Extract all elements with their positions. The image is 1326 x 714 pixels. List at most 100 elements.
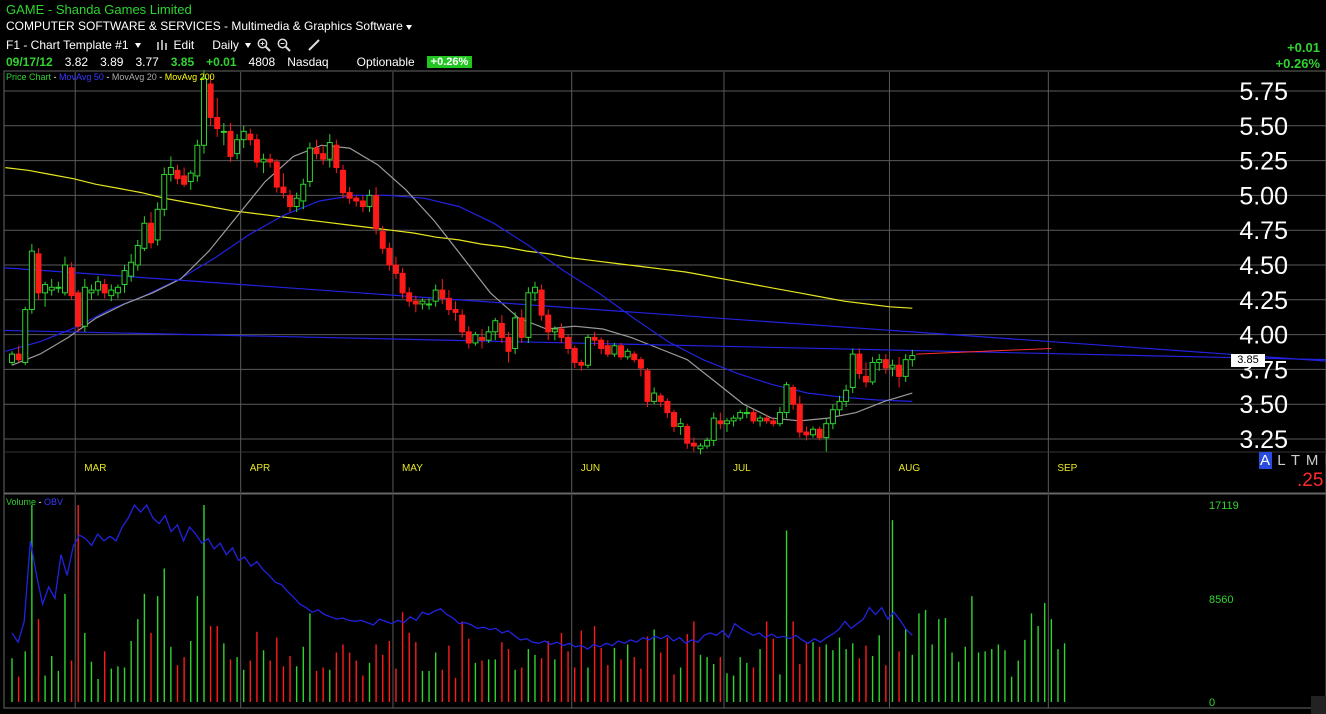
- candle-body: [518, 317, 525, 338]
- legend-item[interactable]: MovAvg 50: [59, 72, 104, 82]
- ma50-line: [5, 194, 913, 402]
- legend-item[interactable]: MovAvg 20: [111, 72, 157, 82]
- candle-body: [22, 309, 29, 363]
- quote-open: 3.82: [64, 55, 89, 69]
- candle-body: [512, 317, 519, 350]
- candle-body: [770, 420, 777, 425]
- candle-body: [373, 194, 380, 230]
- candle-body: [836, 400, 843, 411]
- candle-body: [260, 158, 267, 163]
- candle-body: [472, 334, 479, 344]
- volume-tick-label: 0: [1209, 697, 1215, 709]
- candle-body: [757, 417, 764, 422]
- candle-body: [538, 289, 545, 316]
- letter-a[interactable]: A: [1259, 452, 1273, 469]
- timeframe-letters[interactable]: A L T M L: [1259, 452, 1326, 469]
- candle-body: [677, 423, 684, 427]
- candle-body: [412, 300, 419, 305]
- month-label: MAR: [84, 463, 106, 474]
- candle-body: [61, 264, 68, 294]
- month-label: AUG: [898, 463, 920, 474]
- candle-body: [578, 361, 585, 366]
- quote-bar: 09/17/12 3.82 3.89 3.77 3.85 +0.01 4808 …: [6, 54, 484, 70]
- ma20-line: [11, 144, 913, 422]
- candle-body: [48, 286, 55, 291]
- scrollbar-corner[interactable]: [1311, 696, 1326, 714]
- candle-body: [187, 172, 194, 182]
- candle-body: [346, 192, 353, 199]
- trendline-upper: [3, 267, 1326, 362]
- candle-body: [492, 320, 499, 333]
- right-change-pct: +0.26%: [1275, 56, 1320, 71]
- candle-body: [909, 354, 916, 361]
- candle-body: [247, 133, 254, 141]
- letters-rest[interactable]: L T M L: [1277, 452, 1326, 469]
- candle-body: [55, 286, 62, 289]
- candle-body: [651, 392, 658, 402]
- candle-body: [690, 442, 697, 447]
- candle-body: [174, 169, 181, 180]
- edit-button[interactable]: Edit: [156, 38, 194, 52]
- candle-body: [657, 395, 664, 402]
- resistance-line: [916, 348, 1052, 355]
- candle-body: [604, 345, 611, 355]
- candle-body: [313, 147, 320, 155]
- candle-body: [790, 386, 797, 405]
- candle-body: [571, 348, 578, 363]
- candle-body: [15, 353, 22, 361]
- candle-body: [167, 167, 174, 176]
- candle-body: [902, 359, 909, 377]
- quote-exchange: Nasdaq: [287, 55, 329, 69]
- candle-body: [816, 428, 823, 439]
- ma200-line: [5, 167, 913, 309]
- candle-body: [280, 186, 287, 194]
- candle-body: [565, 336, 572, 350]
- last-price-tag: 3.85: [1231, 354, 1265, 367]
- legend-item[interactable]: Volume: [6, 497, 37, 507]
- price-legend[interactable]: Price Chart - MovAvg 50 - MovAvg 20 - Mo…: [6, 72, 215, 82]
- month-label: JUN: [581, 463, 600, 474]
- candle-body: [459, 314, 466, 333]
- candle-body: [419, 300, 426, 305]
- legend-item[interactable]: MovAvg 200: [164, 72, 215, 82]
- quote-low: 3.77: [135, 55, 159, 69]
- candle-body: [406, 292, 413, 302]
- chevron-down-icon: [134, 42, 141, 48]
- zoom-in-icon[interactable]: [257, 38, 271, 52]
- candle-body: [498, 322, 505, 338]
- candle-body: [763, 417, 770, 422]
- draw-line-icon[interactable]: [307, 38, 321, 52]
- candle-body: [896, 364, 903, 377]
- candle-body: [856, 353, 863, 375]
- candle-body: [227, 130, 234, 157]
- candle-body: [631, 353, 638, 361]
- legend-sep: -: [156, 72, 165, 82]
- legend-item[interactable]: Price Chart: [6, 72, 52, 82]
- candle-body: [684, 425, 691, 444]
- quote-volume: 4808: [248, 55, 276, 69]
- candle-body: [366, 194, 373, 208]
- bars-icon: [156, 40, 167, 50]
- volume-legend[interactable]: Volume - OBV: [6, 497, 63, 507]
- candle-body: [584, 336, 591, 366]
- candle-body: [730, 417, 737, 422]
- axis-labels: 5.755.505.255.004.754.504.254.003.753.50…: [84, 78, 1288, 709]
- candle-body: [220, 130, 227, 133]
- period-dropdown[interactable]: Daily: [212, 38, 251, 52]
- candle-body: [876, 359, 883, 363]
- month-label: SEP: [1057, 463, 1077, 474]
- candle-body: [108, 289, 115, 297]
- candle-body: [618, 345, 625, 358]
- legend-item[interactable]: OBV: [44, 497, 64, 507]
- ticker-title[interactable]: GAME - Shanda Games Limited: [6, 2, 192, 17]
- candle-body: [181, 175, 188, 185]
- candle-body: [267, 158, 274, 163]
- candle-body: [121, 270, 128, 285]
- sector-label[interactable]: COMPUTER SOFTWARE & SERVICES - Multimedi…: [6, 19, 412, 33]
- zoom-out-icon[interactable]: [277, 38, 291, 52]
- price-tick-label: 4.25: [1239, 287, 1288, 315]
- legend-sep: -: [36, 497, 45, 507]
- candle-body: [194, 144, 201, 177]
- template-dropdown[interactable]: F1 - Chart Template #1: [6, 38, 141, 52]
- fraction-label: .25: [1297, 470, 1324, 491]
